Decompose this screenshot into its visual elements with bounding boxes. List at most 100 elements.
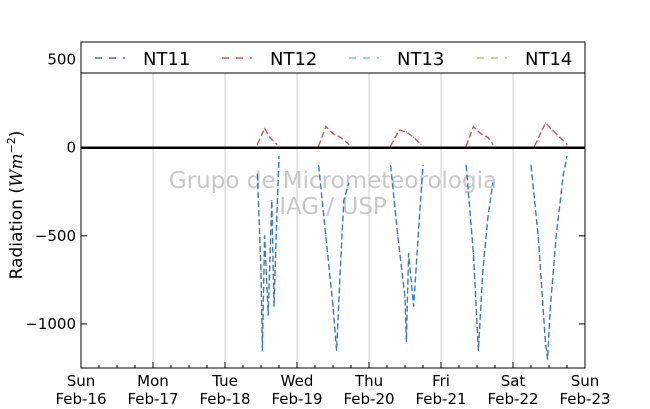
ylabel-unit: Wm	[7, 153, 27, 187]
series-NT11-point-1	[260, 270, 262, 272]
x-tick-day-7: Sun	[571, 372, 600, 390]
series-NT11-point-34	[549, 305, 552, 307]
x-tick-date-3: Feb-19	[271, 390, 322, 408]
series-NT11-point-31	[537, 235, 539, 237]
series-NT12-point-11	[405, 131, 408, 133]
series-NT11-point-24	[465, 164, 467, 166]
series-NT12-point-9	[390, 145, 392, 147]
series-NT11-point-29	[492, 182, 494, 184]
series-NT11-point-6	[273, 305, 275, 307]
series-NT11-point-10	[325, 235, 327, 237]
y-axis-label: Radiation (Wm−2)	[5, 131, 27, 280]
series-NT12-point-1	[264, 127, 266, 129]
series-NT11-point-19	[405, 340, 408, 343]
series-NT11-point-22	[418, 217, 420, 219]
series-NT11-point-21	[413, 305, 415, 307]
series-NT11-point-9	[318, 164, 320, 166]
series-NT11-point-26	[477, 349, 480, 351]
series-NT12-point-19	[534, 145, 536, 147]
series-NT12-point-23	[566, 143, 568, 145]
series-NT11-point-8	[278, 155, 280, 158]
y-tick-label-0: 500	[47, 51, 76, 69]
ylabel-base: Radiation (	[7, 187, 27, 279]
ylabel-exponent: −2	[5, 137, 18, 153]
series-NT12-point-2	[269, 136, 271, 138]
y-tick-label-2: −500	[35, 227, 76, 245]
series-NT12-point-18	[492, 143, 494, 145]
series-NT11-point-27	[482, 270, 484, 272]
watermark-line-2: IAG / USP	[279, 194, 387, 220]
x-tick-day-2: Tue	[211, 372, 238, 390]
x-tick-day-0: Sun	[67, 372, 96, 390]
legend-label-NT14: NT14	[525, 49, 572, 70]
series-NT11-point-32	[544, 340, 547, 343]
series-NT11-point-2	[261, 349, 264, 351]
series-NT12-point-7	[339, 136, 341, 138]
ylabel-close: )	[7, 131, 27, 138]
series-NT12-point-20	[544, 122, 547, 124]
series-NT12-point-5	[325, 125, 327, 128]
legend-label-NT12: NT12	[270, 49, 317, 70]
series-NT11-point-23	[422, 164, 424, 166]
series-NT12-point-0	[256, 143, 258, 145]
series-NT11-point-17	[397, 235, 399, 237]
series-NT11-point-7	[276, 217, 278, 219]
series-NT11-point-12	[336, 349, 338, 351]
series-NT12-line	[256, 121, 568, 147]
series-NT12-point-6	[332, 133, 334, 135]
legend-box	[80, 41, 586, 74]
series-NT11-point-4	[267, 314, 269, 316]
series-NT11-point-13	[339, 270, 341, 272]
series-NT12-point-12	[413, 136, 415, 138]
x-tick-date-1: Feb-17	[127, 390, 178, 408]
series-NT11-point-33	[546, 358, 549, 360]
x-axis-ticks: SunFeb-16MonFeb-17TueFeb-18WedFeb-19ThuF…	[55, 362, 611, 408]
series-NT12-point-3	[276, 143, 278, 145]
series-NT11-point-15	[348, 182, 350, 184]
series-NT11-point-20	[408, 252, 410, 255]
series-NT11-point-28	[487, 217, 489, 219]
y-axis-ticks: 500 0 −500 −1000	[25, 51, 585, 333]
series-NT12-point-14	[465, 145, 467, 147]
series-NT11-point-3	[264, 235, 266, 237]
series-NT11-point-18	[404, 296, 406, 299]
series-NT11-point-35	[555, 235, 557, 237]
legend-label-NT11: NT11	[143, 49, 190, 70]
watermark: Grupo de Micrometeorologia IAG / USP	[169, 168, 497, 220]
x-tick-date-7: Feb-23	[559, 390, 610, 408]
series-group	[256, 121, 568, 360]
x-tick-date-6: Feb-22	[487, 390, 538, 408]
series-NT12-point-21	[552, 129, 554, 131]
series-NT12-point-8	[348, 143, 350, 145]
series-NT11-point-14	[343, 199, 345, 202]
y-tick-label-1: 0	[66, 139, 76, 157]
series-NT11-point-36	[562, 173, 565, 175]
series-NT11-point-16	[390, 164, 392, 166]
x-tick-day-6: Sat	[501, 372, 526, 390]
x-tick-day-5: Fri	[432, 372, 450, 390]
series-NT11-point-37	[566, 155, 568, 158]
series-NT11-point-5	[271, 199, 273, 202]
series-NT12-point-13	[420, 143, 422, 145]
series-NT12-point-10	[398, 129, 400, 131]
x-tick-day-4: Thu	[354, 372, 383, 390]
legend-label-NT13: NT13	[397, 49, 444, 70]
series-NT11-point-0	[256, 173, 258, 175]
x-tick-day-3: Wed	[281, 372, 314, 390]
x-tick-date-2: Feb-18	[199, 390, 250, 408]
series-NT11-point-25	[472, 252, 474, 255]
series-NT12-point-16	[480, 133, 482, 135]
x-tick-date-4: Feb-20	[343, 390, 394, 408]
x-tick-date-0: Feb-16	[55, 390, 106, 408]
legend: NT11 NT12 NT13 NT14	[95, 49, 572, 70]
x-tick-date-5: Feb-21	[415, 390, 466, 408]
series-NT12-point-17	[487, 136, 489, 138]
y-tick-label-3: −1000	[25, 315, 76, 333]
series-NT12-point-22	[559, 136, 561, 138]
vertical-gridlines	[152, 42, 514, 368]
series-NT11-point-11	[332, 305, 334, 307]
series-NT12-point-15	[472, 125, 474, 128]
x-tick-day-1: Mon	[137, 372, 169, 390]
watermark-line-1: Grupo de Micrometeorologia	[169, 168, 497, 194]
